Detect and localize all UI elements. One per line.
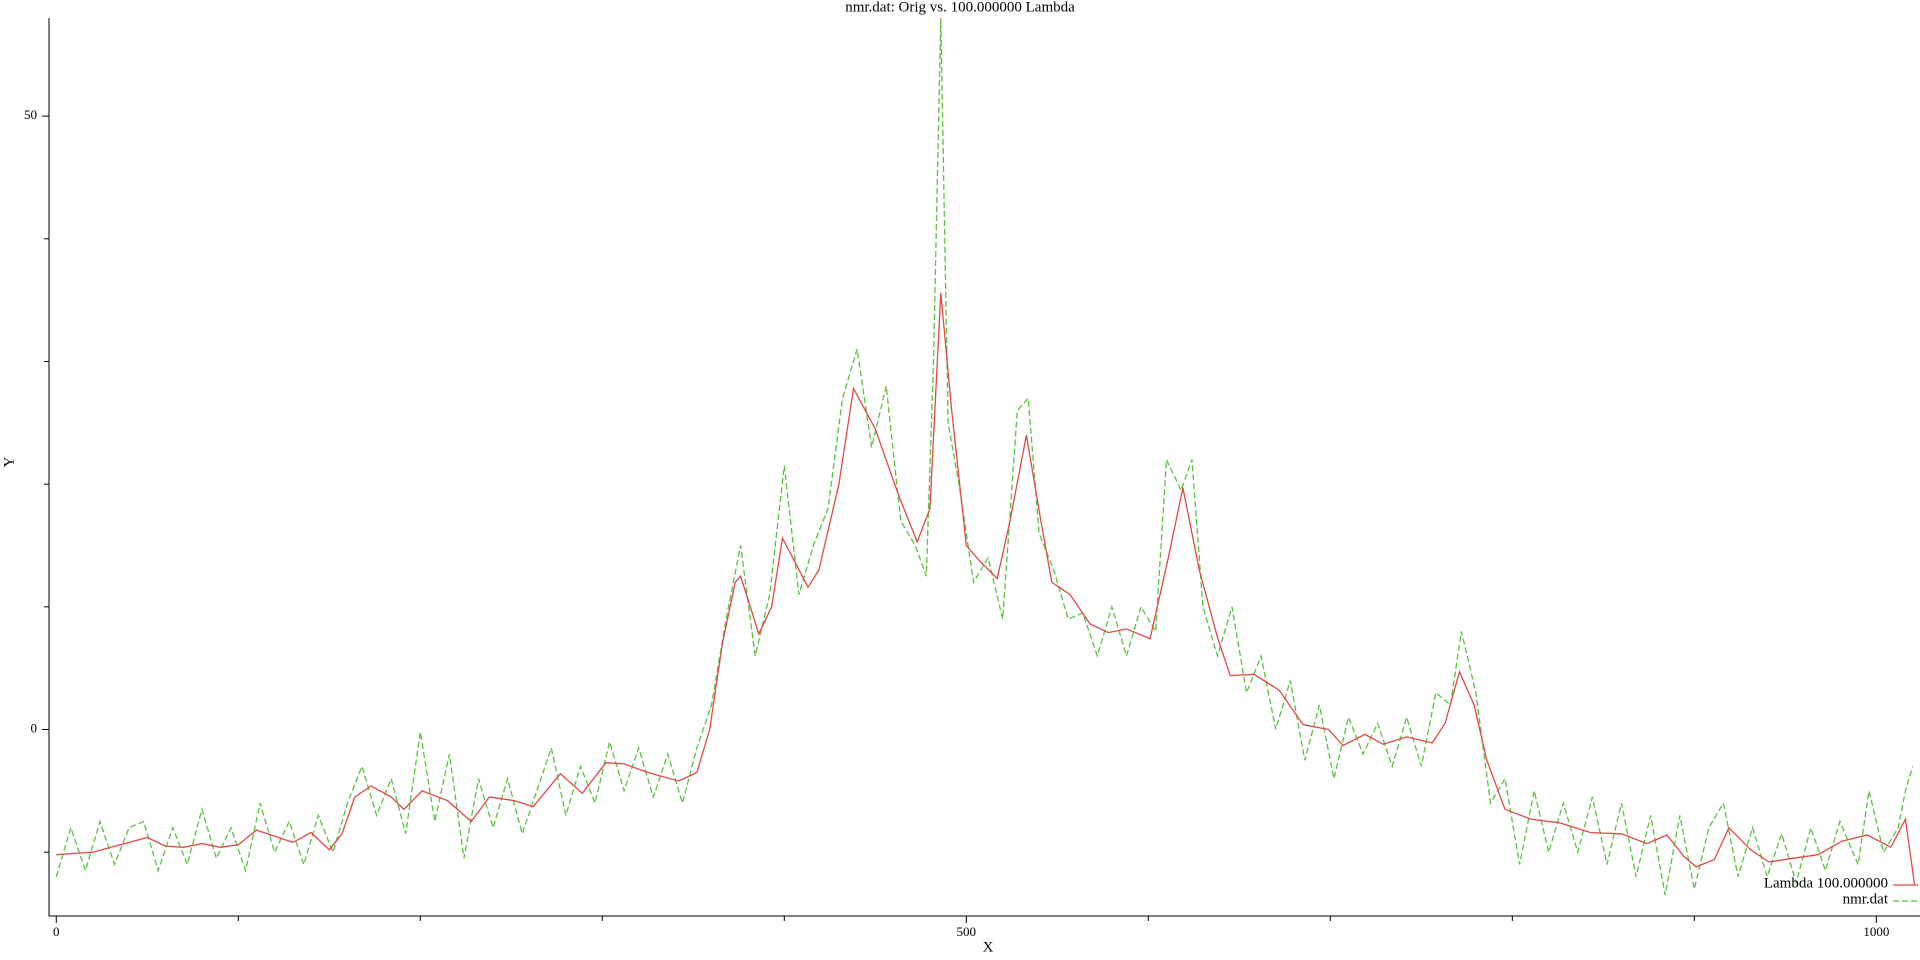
x-tick-label: 1000 (1863, 924, 1889, 939)
y-tick-label: 50 (24, 107, 37, 122)
data-line (56, 292, 1916, 885)
chart-title: nmr.dat: Orig vs. 100.000000 Lambda (845, 0, 1075, 15)
x-axis-label: X (983, 939, 994, 955)
y-tick-label: 0 (31, 721, 38, 736)
x-tick-label: 0 (53, 924, 60, 939)
x-tick-label: 500 (957, 924, 977, 939)
y-axis-label: Y (1, 456, 17, 467)
legend-label: nmr.dat (1843, 891, 1889, 907)
legend-label: Lambda 100.000000 (1764, 875, 1888, 891)
data-line (55, 17, 1914, 896)
